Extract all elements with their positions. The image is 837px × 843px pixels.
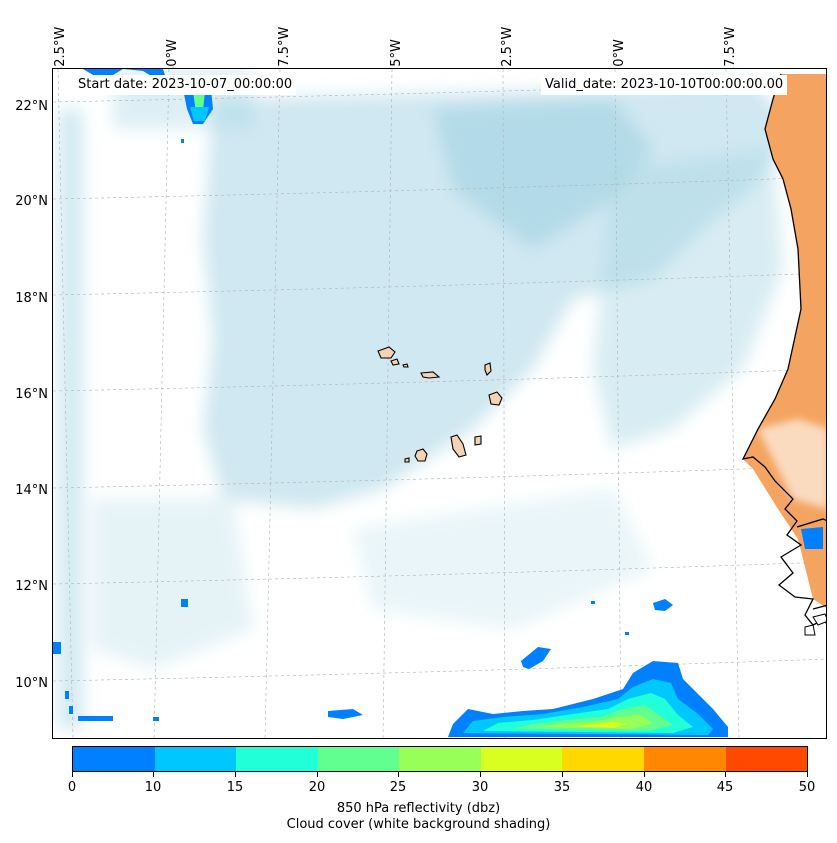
refl-north-cell-inner xyxy=(190,107,209,121)
colorbar-title: 850 hPa reflectivity (dbz) xyxy=(336,801,501,816)
cloud-mass-north-center xyxy=(433,99,653,249)
colorbar-label-45: 45 xyxy=(716,780,734,795)
colorbar-tick-50 xyxy=(807,772,808,777)
colorbar-tick-40 xyxy=(644,772,645,777)
island-santo-antao xyxy=(377,346,396,359)
map-frame[interactable] xyxy=(52,68,827,739)
colorbar-label-35: 35 xyxy=(553,780,571,795)
colorbar xyxy=(72,746,808,772)
lat-label-22n: 22°N xyxy=(15,99,48,114)
cloud-patch-south-center xyxy=(353,489,653,629)
colorbar-tick-15 xyxy=(235,772,236,777)
colorbar-tick-10 xyxy=(153,772,154,777)
colorbar-tick-20 xyxy=(317,772,318,777)
refl-east-cell xyxy=(653,599,673,611)
island-sal xyxy=(484,362,492,376)
reflectivity-patches xyxy=(53,69,823,737)
colorbar-tick-25 xyxy=(398,772,399,777)
refl-south-band-25 xyxy=(541,715,653,729)
island-brava xyxy=(404,457,410,463)
refl-east-dot-2 xyxy=(625,632,629,635)
cloud-patch-south-west xyxy=(93,499,253,669)
island-santa-luzia xyxy=(402,363,409,368)
colorbar-segment-0-10 xyxy=(73,747,155,771)
colorbar-label-50: 50 xyxy=(798,780,816,795)
colorbar-label-30: 30 xyxy=(471,780,489,795)
refl-west-dot xyxy=(65,691,69,699)
island-sao-vicente xyxy=(390,358,400,366)
island-maio xyxy=(474,435,482,446)
africa-land-fade xyxy=(758,419,826,509)
lat-label-18n: 18°N xyxy=(15,291,48,306)
colorbar-tick-0 xyxy=(72,772,73,777)
refl-central-south xyxy=(521,647,551,669)
valid-date-label: Valid_date: 2023-10-10T00:00:00.00 xyxy=(541,75,788,95)
colorbar-segment-15-20 xyxy=(236,747,318,771)
cloud-cover-shading xyxy=(58,69,793,729)
island-santiago xyxy=(450,434,467,458)
colorbar-label-25: 25 xyxy=(389,780,407,795)
refl-west-edge xyxy=(53,642,61,654)
refl-dot-2 xyxy=(181,599,188,607)
colorbar-subtitle: Cloud cover (white background shading) xyxy=(286,817,551,832)
cape-verde-islands xyxy=(377,346,503,463)
colorbar-label-40: 40 xyxy=(635,780,653,795)
colorbar-label-20: 20 xyxy=(308,780,326,795)
refl-south-center-streak xyxy=(328,709,363,719)
colorbar-tick-45 xyxy=(725,772,726,777)
colorbar-label-15: 15 xyxy=(226,780,244,795)
map-canvas xyxy=(53,69,826,738)
colorbar-segment-35-40 xyxy=(562,747,644,771)
refl-east-dot xyxy=(591,601,595,604)
colorbar-segment-25-30 xyxy=(399,747,481,771)
lat-label-16n: 16°N xyxy=(15,387,48,402)
island-boa-vista xyxy=(488,391,503,406)
refl-west-streak xyxy=(78,716,113,721)
refl-west-dot-2 xyxy=(69,706,73,714)
colorbar-segment-40-45 xyxy=(643,747,726,771)
lat-label-14n: 14°N xyxy=(15,483,48,498)
graticule xyxy=(53,69,826,738)
lat-label-12n: 12°N xyxy=(15,579,48,594)
island-sao-nicolau xyxy=(420,371,441,379)
colorbar-segment-20-25 xyxy=(317,747,400,771)
cloud-strip-west xyxy=(58,109,83,729)
refl-dot-1 xyxy=(181,139,184,143)
refl-south-band-30 xyxy=(573,722,628,728)
colorbar-tick-30 xyxy=(480,772,481,777)
colorbar-segment-10-15 xyxy=(154,747,237,771)
colorbar-label-0: 0 xyxy=(67,780,77,795)
colorbar-segment-30-35 xyxy=(480,747,563,771)
colorbar-segment-45-50 xyxy=(725,747,808,771)
lat-label-10n: 10°N xyxy=(15,676,48,691)
colorbar-label-10: 10 xyxy=(144,780,162,795)
island-fogo xyxy=(414,448,428,462)
coastal-islands xyxy=(804,613,826,636)
refl-south-west-dot xyxy=(153,717,159,721)
colorbar-tick-35 xyxy=(562,772,563,777)
refl-coast-cell xyxy=(801,527,823,549)
africa-coastline xyxy=(741,73,826,626)
start-date-label: Start date: 2023-10-07_00:00:00 xyxy=(74,75,297,95)
lat-label-20n: 20°N xyxy=(15,194,48,209)
cloud-patch-east xyxy=(593,149,783,449)
